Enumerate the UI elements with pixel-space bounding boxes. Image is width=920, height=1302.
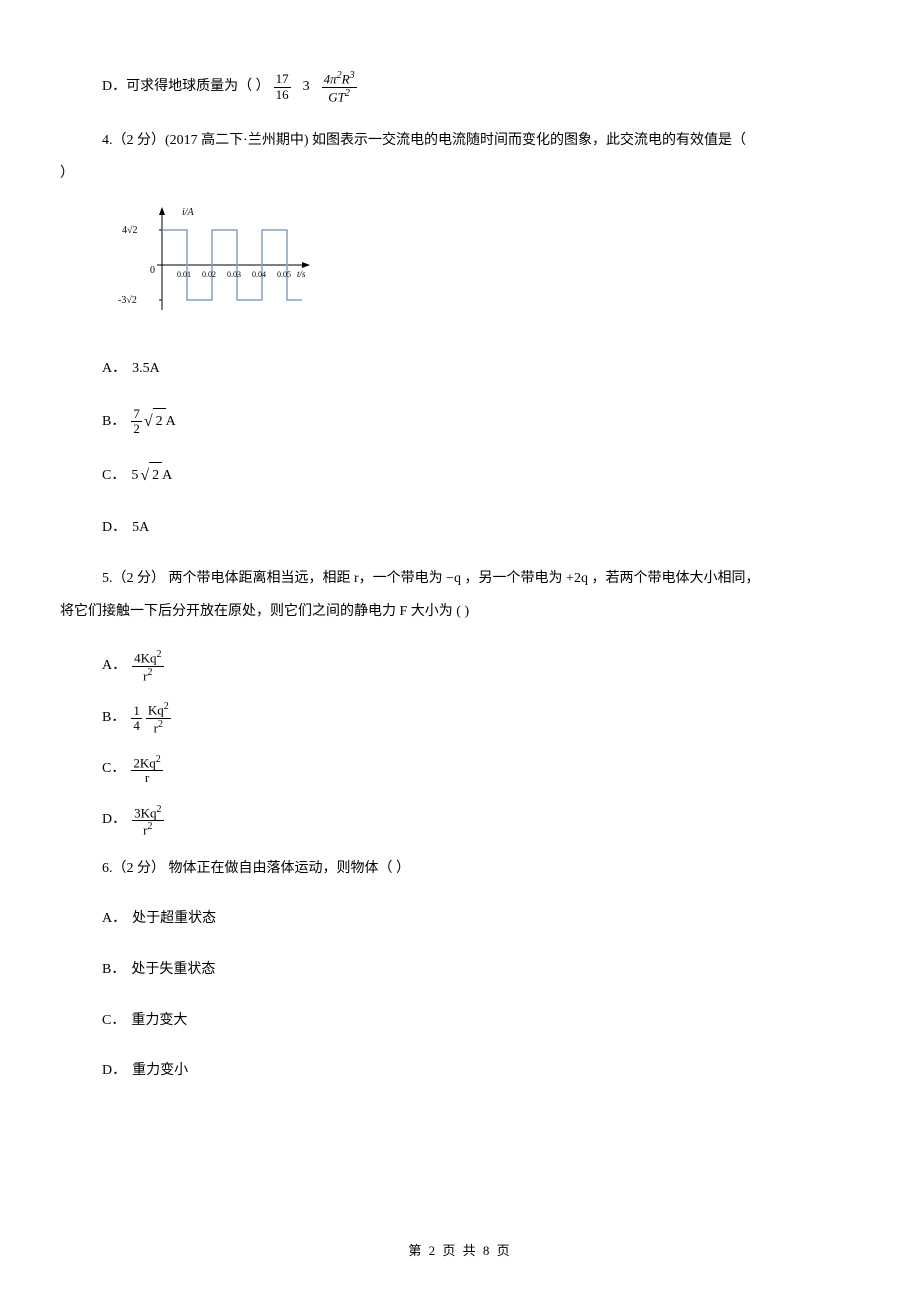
q3-option-d: D． 可求得地球质量为（ ） 17 16 3 4π2R3 GT2 bbox=[102, 70, 860, 104]
q3d-formula: 17 16 3 4π2R3 GT2 bbox=[274, 70, 357, 104]
page-footer: 第 2 页 共 8 页 bbox=[0, 1239, 920, 1264]
q6-option-d: D． 重力变小 bbox=[102, 1058, 860, 1085]
q4-option-b: B． 7 2 √2 A bbox=[102, 407, 860, 437]
q4-option-a: A． 3.5A bbox=[102, 356, 860, 383]
svg-text:0: 0 bbox=[150, 265, 155, 276]
q5-option-b: B． 1 4 Kq2 r2 bbox=[102, 701, 860, 735]
svg-text:4√2: 4√2 bbox=[122, 225, 138, 236]
q5-option-d: D． 3Kq2 r2 bbox=[102, 804, 860, 838]
option-text: 可求得地球质量为（ ） bbox=[126, 74, 270, 101]
svg-text:-3√2: -3√2 bbox=[118, 295, 137, 306]
q5-option-c: C． 2Kq2 r bbox=[102, 754, 860, 786]
q4-question-close: ） bbox=[60, 161, 860, 188]
q5-option-a: A． 4Kq2 r2 bbox=[102, 649, 860, 683]
q6-option-b: B． 处于失重状态 bbox=[102, 957, 860, 984]
svg-text:0.05: 0.05 bbox=[277, 270, 291, 279]
q6-option-a: A． 处于超重状态 bbox=[102, 906, 860, 933]
svg-text:i/A: i/A bbox=[182, 207, 195, 218]
q4-option-d: D． 5A bbox=[102, 515, 860, 542]
q4-question: 4.（2 分）(2017 高二下·兰州期中) 如图表示一交流电的电流随时间而变化… bbox=[102, 128, 860, 155]
q6-option-c: C． 重力变大 bbox=[102, 1008, 860, 1035]
q4-graph: i/A 0 4√2 -3√2 0.01 0.02 0.03 0.04 0.05 … bbox=[102, 205, 860, 336]
svg-text:0.01: 0.01 bbox=[177, 270, 191, 279]
q5-question-line2: 将它们接触一下后分开放在原处，则它们之间的静电力 F 大小为 ( ) bbox=[60, 599, 860, 626]
svg-text:0.04: 0.04 bbox=[252, 270, 266, 279]
q4-option-c: C． 5 √2 A bbox=[102, 461, 860, 491]
option-label: D． bbox=[102, 74, 126, 101]
q5-question-line1: 5.（2 分） 两个带电体距离相当远，相距 r，一个带电为 −q ，另一个带电为… bbox=[102, 566, 860, 593]
svg-text:t/s: t/s bbox=[297, 269, 306, 279]
svg-text:0.02: 0.02 bbox=[202, 270, 216, 279]
q6-question: 6.（2 分） 物体正在做自由落体运动，则物体（ ） bbox=[102, 856, 860, 883]
svg-text:0.03: 0.03 bbox=[227, 270, 241, 279]
